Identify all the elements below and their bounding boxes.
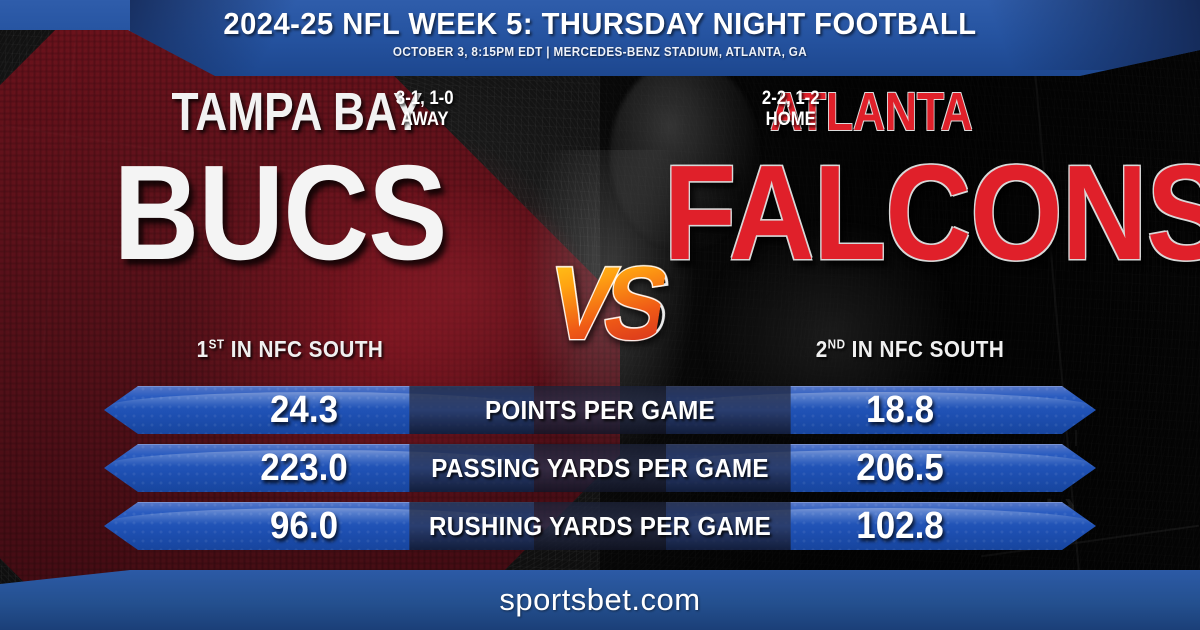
team-home-standing: 2ND IN NFC SOUTH <box>658 336 1162 363</box>
team-away-record-block: 3-1, 1-0 AWAY <box>396 88 454 130</box>
footer-band <box>0 570 1200 630</box>
stat-value-away: 223.0 <box>260 447 348 489</box>
team-home-standing-suffix: ND <box>827 336 846 352</box>
team-away-nickname: BUCS <box>113 137 447 288</box>
stat-label: RUSHING YARDS PER GAME <box>409 502 791 550</box>
team-home-record: 2-2, 1-2 <box>761 88 820 109</box>
team-home-record-block: 2-2, 1-2 HOME <box>762 88 820 130</box>
team-away-standing-suffix: ST <box>208 336 225 352</box>
stat-value-home: 102.8 <box>856 505 944 547</box>
stat-value-home: 18.8 <box>865 389 935 431</box>
game-details: OCTOBER 3, 8:15PM EDT | MERCEDES-BENZ ST… <box>392 44 808 59</box>
player-silhouette-away <box>330 190 590 410</box>
stat-label: POINTS PER GAME <box>409 386 791 434</box>
site-url[interactable]: sportsbet.com <box>499 582 701 617</box>
team-home-standing-rest: IN NFC SOUTH <box>845 336 1005 362</box>
stats-comparison: 24.3 POINTS PER GAME 18.8 223.0 PASSING … <box>0 382 1200 556</box>
team-away-venue-tag: AWAY <box>400 109 449 130</box>
team-away-city: TAMPA BAY <box>171 82 423 142</box>
header-accent-right <box>940 0 1200 70</box>
stat-row: 96.0 RUSHING YARDS PER GAME 102.8 <box>0 498 1200 555</box>
stat-label: PASSING YARDS PER GAME <box>409 444 791 492</box>
team-away-record: 3-1, 1-0 <box>395 88 454 109</box>
team-home-standing-rank: 2 <box>815 336 828 362</box>
team-home-venue-tag: HOME <box>765 109 816 130</box>
helmet-silhouette <box>610 60 760 250</box>
team-home-nickname: FALCONS <box>663 137 1200 288</box>
team-away-standing-rank: 1 <box>196 336 209 362</box>
vs-badge: VS <box>540 245 670 366</box>
team-home-city: ATLANTA <box>770 82 973 142</box>
page-title: 2024-25 NFL WEEK 5: THURSDAY NIGHT FOOTB… <box>223 6 977 41</box>
team-away-standing-rest: IN NFC SOUTH <box>224 336 384 362</box>
team-away-standing: 1ST IN NFC SOUTH <box>38 336 542 363</box>
stat-value-home: 206.5 <box>856 447 944 489</box>
team-away: TAMPA BAY <box>10 82 570 386</box>
stat-row: 24.3 POINTS PER GAME 18.8 <box>0 382 1200 439</box>
team-home: ATLANTA <box>630 82 1190 386</box>
stat-value-away: 24.3 <box>269 389 339 431</box>
stat-value-away: 96.0 <box>269 505 339 547</box>
stat-row: 223.0 PASSING YARDS PER GAME 206.5 <box>0 440 1200 497</box>
header-band <box>0 0 1200 76</box>
